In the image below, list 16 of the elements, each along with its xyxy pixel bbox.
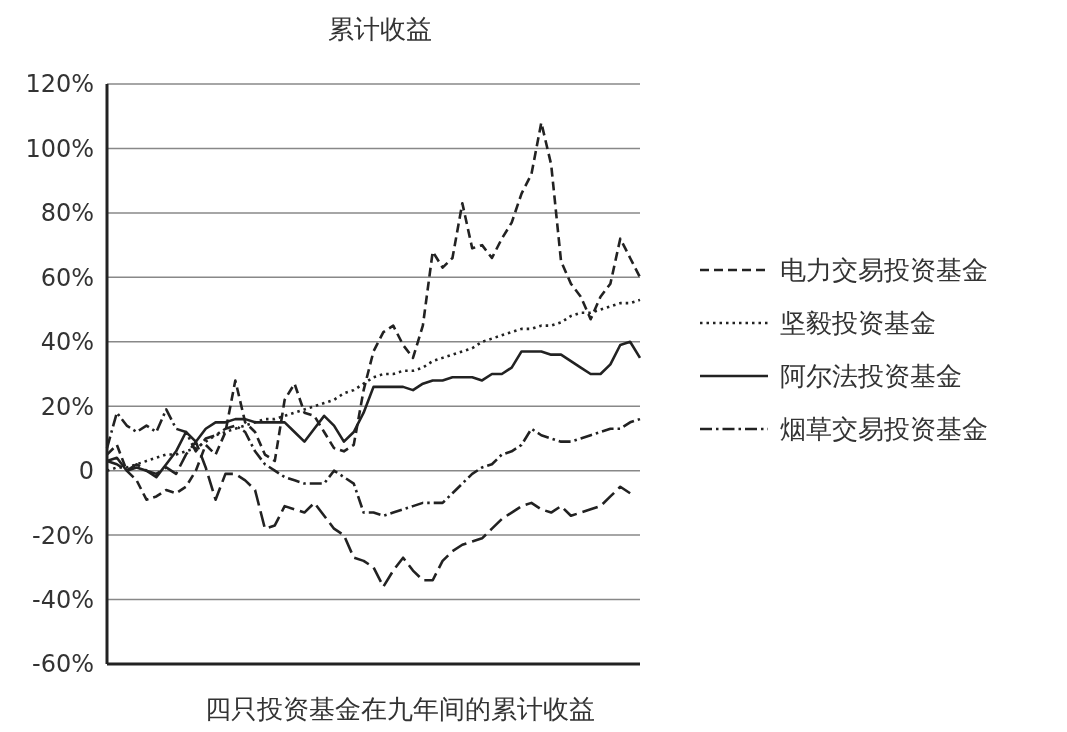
y-tick-label: 80% [40,199,94,228]
y-tick-label: 0 [78,457,94,486]
y-tick-label: 20% [40,392,94,421]
y-tick-label: -40% [31,585,94,614]
y-tick-label: 60% [40,263,94,292]
y-tick-label: 100% [25,134,94,163]
legend-label: 坚毅投资基金 [780,308,936,339]
y-tick-label: 40% [40,328,94,357]
legend-label: 烟草交易投资基金 [780,414,988,445]
y-tick-label: 120% [25,70,94,99]
chart-title: 累计收益 [328,14,432,44]
y-tick-label: -20% [31,521,94,550]
text: 四只投资基金在九年间的累计收益 [205,694,595,724]
legend-label: 阿尔法投资基金 [780,361,962,392]
legend-label: 电力交易投资基金 [780,255,988,286]
y-tick-label: -60% [31,650,94,679]
